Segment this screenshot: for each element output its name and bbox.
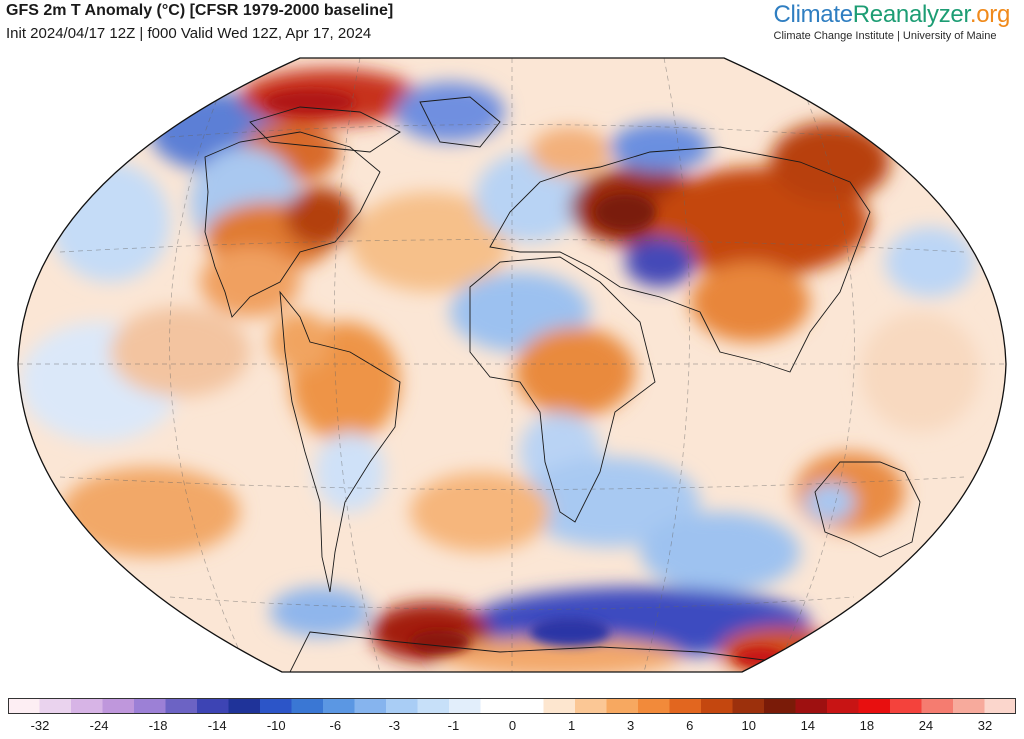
colorbar-cell [732,698,765,714]
colorbar-cell [606,698,639,714]
chart-title: GFS 2m T Anomaly (°C) [CFSR 1979-2000 ba… [6,2,394,19]
colorbar-cell [512,698,544,714]
colorbar-cell [480,698,513,714]
colorbar-cell [8,698,40,714]
colorbar-label: -1 [447,718,460,733]
colorbar-cell [449,698,481,714]
colorbar-cell [669,698,702,714]
colorbar-cell [228,698,261,714]
colorbar-label: -32 [30,718,50,733]
colorbar-cell [71,698,103,714]
colorbar-label: 0 [508,718,517,733]
colorbar-cell [102,698,135,714]
colorbar-cell [197,698,229,714]
colorbar-cell [575,698,607,714]
colorbar-label: 6 [686,718,694,733]
colorbar-label: 24 [918,718,934,733]
colorbar-label: -24 [89,718,109,733]
colorbar-cell [134,698,166,714]
colorbar-label: -18 [148,718,168,733]
colorbar-cell [795,698,828,714]
colorbar-label: -10 [266,718,286,733]
colorbar-label: -6 [329,718,342,733]
colorbar-cell [890,698,922,714]
colorbar-cell [386,698,418,714]
colorbar-cell [39,698,72,714]
brand-name-part1: Climate [773,1,854,28]
anomaly-field [18,58,1006,672]
colorbar-label: 3 [627,718,635,733]
colorbar-cell [417,698,450,714]
colorbar-label: 10 [741,718,756,733]
colorbar-cell [638,698,670,714]
brand-tagline: Climate Change Institute | University of… [773,30,997,42]
colorbar-label: 32 [977,718,993,733]
colorbar-cell [921,698,954,714]
colorbar-cell [984,698,1016,714]
colorbar-cell [260,698,292,714]
brand-name-part2: Reanalyzer [852,1,970,28]
brand-name: ClimateReanalyzer.org [774,2,1011,28]
colorbar [8,698,1016,714]
colorbar-cell [323,698,355,714]
brand-logo[interactable]: ClimateReanalyzer.org Climate Change Ins… [773,2,1011,43]
colorbar-label: -3 [388,718,401,733]
colorbar-cell [165,698,198,714]
colorbar-cell [827,698,859,714]
colorbar-label: 1 [567,718,576,733]
colorbar-cell [291,698,324,714]
colorbar-cell [764,698,796,714]
colorbar-cell [953,698,985,714]
colorbar-cell [858,698,891,714]
colorbar-label: 18 [859,718,875,733]
colorbar-label: 14 [800,718,816,733]
world-anomaly-map [17,57,1007,673]
colorbar-cell [543,698,576,714]
brand-name-part3: .org [969,1,1010,28]
colorbar-cell [354,698,387,714]
chart-subtitle: Init 2024/04/17 12Z | f000 Valid Wed 12Z… [6,25,372,42]
colorbar-label: -14 [207,718,227,733]
globe-outline [17,57,1007,673]
colorbar-cell [701,698,733,714]
coastlines [204,96,921,672]
graticule [18,58,1006,672]
